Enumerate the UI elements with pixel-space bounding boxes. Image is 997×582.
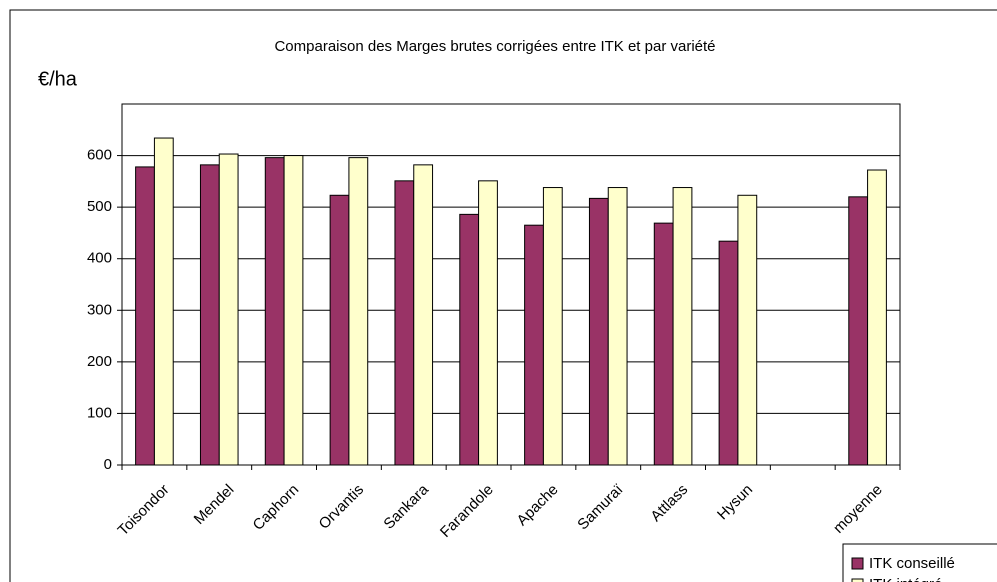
bar xyxy=(348,157,369,466)
bar xyxy=(218,153,239,466)
legend: ITK conseillé ITK intégré xyxy=(842,543,997,582)
bar xyxy=(413,164,434,466)
bar xyxy=(524,224,544,466)
plot-area xyxy=(121,103,901,466)
bar xyxy=(737,194,758,466)
bar xyxy=(478,180,498,466)
y-tick-label: 500 xyxy=(87,198,112,215)
chart-title: Comparaison des Marges brutes corrigées … xyxy=(274,38,715,55)
bar xyxy=(588,197,609,466)
y-tick-label: 300 xyxy=(87,301,112,318)
bar xyxy=(153,137,174,466)
y-tick-label: 600 xyxy=(87,147,112,164)
bar xyxy=(867,169,887,466)
bar xyxy=(199,164,220,466)
y-tick-label: 200 xyxy=(87,353,112,370)
y-tick-label: 400 xyxy=(87,250,112,267)
bar xyxy=(329,194,350,466)
legend-box xyxy=(842,543,997,582)
bar xyxy=(672,187,693,466)
bar xyxy=(848,196,869,466)
y-axis-label: €/ha xyxy=(38,68,78,90)
bar xyxy=(459,213,480,466)
bar xyxy=(607,187,628,466)
bar xyxy=(542,187,563,466)
legend-swatch xyxy=(851,557,864,570)
y-tick-label: 100 xyxy=(87,404,112,421)
bar xyxy=(264,157,285,466)
bar xyxy=(653,222,674,466)
bar xyxy=(135,166,155,466)
bar xyxy=(718,240,739,466)
y-tick-label: 0 xyxy=(104,456,112,473)
bar xyxy=(394,180,415,466)
bar xyxy=(283,155,304,466)
legend-swatch xyxy=(851,578,864,582)
legend-label: ITK intégré xyxy=(869,576,942,582)
legend-label: ITK conseillé xyxy=(869,555,955,572)
